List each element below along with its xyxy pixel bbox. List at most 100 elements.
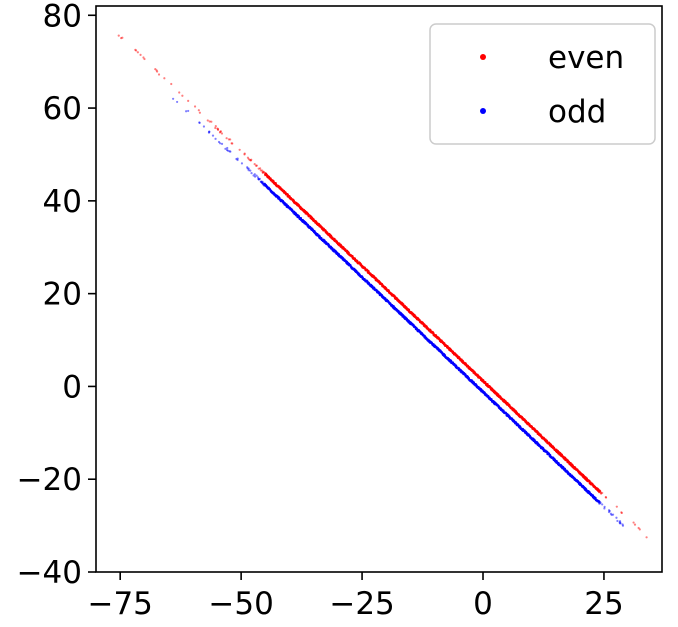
data-point-odd [598,501,601,504]
legend: even odd [429,23,656,145]
data-point-even [587,479,591,483]
data-point-even [216,127,219,130]
data-point-even [142,56,145,59]
data-point-odd [172,97,175,100]
data-point-even [250,158,253,161]
data-point-odd [211,134,215,137]
data-point-even [198,111,201,114]
data-point-odd [176,100,179,104]
legend-marker-odd [480,108,486,114]
data-point-even [253,163,256,166]
data-point-odd [262,184,265,187]
data-point-odd [207,131,211,134]
data-point-even [134,48,137,51]
x-tick-label: −25 [329,586,394,622]
data-point-even [229,138,232,141]
data-point-odd [226,149,230,152]
data-point-even [292,199,295,202]
data-point-even [193,105,197,108]
data-point-even [206,119,209,122]
data-point-odd [255,174,258,177]
data-point-even [139,53,142,57]
data-point-even [632,521,635,524]
data-point-odd [615,516,618,519]
data-point-odd [224,147,227,150]
data-point-even [567,460,571,464]
data-point-odd [226,146,229,150]
data-point-even [231,142,234,145]
data-point-even [143,57,146,61]
data-point-odd [257,177,260,181]
data-point-even [255,164,258,167]
data-point-even [117,34,120,37]
data-point-even [274,182,277,185]
x-tick-label: −50 [208,586,273,622]
data-point-even [163,77,166,80]
data-point-even [197,109,200,112]
data-point-even [247,158,250,161]
y-tick-label: 0 [62,369,82,405]
data-point-even [208,120,211,123]
axes-layer: −75 −50 −25 0 25 −40 −20 0 20 40 60 80 [17,0,624,622]
data-point-odd [214,137,217,140]
data-point-odd [490,398,493,401]
data-point-even [136,51,139,54]
data-point-odd [618,522,622,525]
series-even [117,34,648,539]
data-point-odd [185,110,188,113]
y-tick-label: 40 [43,184,82,220]
data-point-even [552,446,556,449]
data-point-odd [608,509,611,513]
plot-area-frame [95,5,663,573]
data-point-even [259,169,262,172]
data-point-odd [246,166,249,169]
data-point-even [156,70,159,73]
y-tick-label: −20 [17,462,82,498]
x-tick-label: 25 [584,586,623,622]
legend-marker-even [480,54,486,60]
data-point-even [620,511,623,515]
data-point-odd [202,125,206,128]
series-odd [172,97,625,527]
data-point-odd [220,142,224,145]
x-tick-label: −75 [87,586,152,622]
data-point-even [633,523,637,526]
legend-box [429,23,656,145]
y-tick-label: 80 [43,0,82,34]
data-point-even [615,505,618,508]
points-layer [117,34,648,539]
data-point-even [210,120,213,123]
data-point-even [637,526,640,530]
data-point-odd [563,467,567,471]
data-point-even [214,125,217,128]
data-point-odd [621,523,624,526]
data-point-even [214,126,217,130]
data-point-odd [187,109,190,113]
data-point-even [178,91,181,94]
data-point-odd [217,140,221,144]
data-point-odd [198,121,201,124]
data-point-odd [235,157,238,161]
data-point-odd [618,520,622,523]
data-point-odd [250,172,253,175]
x-tick-label: 0 [473,586,493,622]
data-point-even [157,73,161,76]
data-point-odd [229,150,232,153]
data-point-odd [306,223,309,227]
y-tick-label: −40 [17,555,82,591]
data-point-even [261,170,264,174]
data-point-even [243,153,246,156]
y-tick-label: 20 [43,277,82,313]
data-point-odd [252,174,255,177]
data-point-even [238,148,241,151]
data-point-even [225,137,228,140]
data-point-odd [611,513,615,516]
data-point-odd [247,169,250,172]
data-point-even [120,36,123,40]
data-point-odd [260,180,263,184]
y-tick-label: 60 [43,91,82,127]
data-point-even [259,167,262,170]
data-point-even [645,536,648,539]
